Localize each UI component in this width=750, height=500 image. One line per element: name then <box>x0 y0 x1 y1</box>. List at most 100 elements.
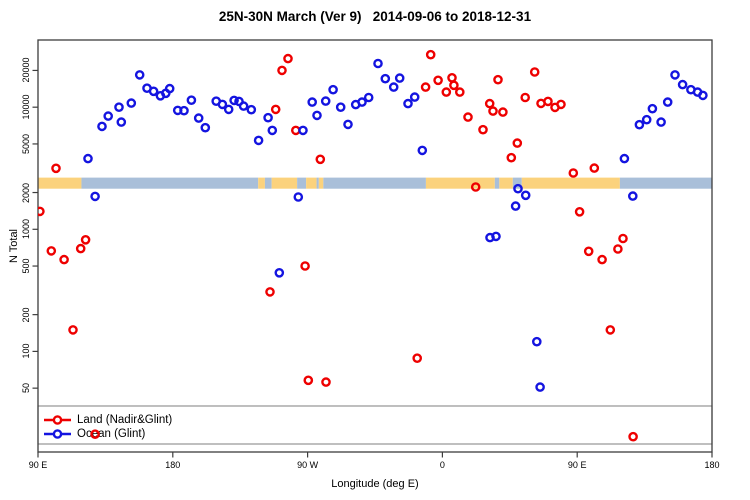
map-band-segment-land <box>499 177 513 189</box>
data-point <box>619 153 630 164</box>
data-point <box>613 244 623 254</box>
data-point <box>597 254 607 265</box>
data-point <box>484 98 495 109</box>
data-point <box>420 82 431 92</box>
data-point <box>75 243 86 254</box>
data-point <box>641 114 652 125</box>
data-point <box>373 58 383 69</box>
data-point <box>628 431 638 442</box>
legend-symbols <box>44 415 71 439</box>
data-point <box>179 105 189 116</box>
data-point <box>535 382 545 392</box>
data-point <box>493 74 503 85</box>
data-point <box>321 377 331 387</box>
data-point <box>394 73 405 83</box>
data-point <box>126 98 137 108</box>
map-band-segment-land <box>306 177 317 189</box>
map-band-segment-land <box>318 177 324 189</box>
data-point <box>529 67 540 77</box>
data-point <box>164 83 175 94</box>
data-point <box>380 73 391 84</box>
data-point <box>90 191 100 202</box>
legend-symbol-ocean-circle <box>52 429 63 439</box>
data-point <box>628 191 638 201</box>
map-band-segment-ocean <box>323 177 426 189</box>
data-point <box>363 92 374 103</box>
map-band-segment-ocean <box>619 177 712 189</box>
data-point <box>186 95 197 105</box>
data-point <box>478 124 488 135</box>
data-point <box>670 70 680 80</box>
x-tick-label: 90 E <box>567 460 587 470</box>
legend-symbol-land-circle <box>52 415 63 425</box>
data-point <box>425 49 436 60</box>
data-point <box>698 90 708 101</box>
x-axis-title: Longitude (deg E) <box>331 478 419 490</box>
data-point <box>589 163 600 173</box>
data-point <box>357 97 367 107</box>
data-point <box>283 53 293 64</box>
data-point <box>134 70 145 80</box>
data-point <box>343 119 353 130</box>
data-point <box>568 168 579 178</box>
data-point <box>488 106 498 116</box>
map-band-segment-ocean <box>316 177 319 189</box>
data-point <box>200 122 211 133</box>
data-point <box>116 117 127 127</box>
data-point <box>520 190 531 201</box>
data-point <box>388 82 399 92</box>
data-point <box>447 73 457 83</box>
data-point <box>253 135 264 146</box>
data-point <box>193 113 204 123</box>
data-point <box>656 117 666 127</box>
data-point <box>647 103 658 114</box>
data-point <box>403 98 413 109</box>
data-point <box>217 99 228 110</box>
data-point <box>267 125 278 136</box>
data-point <box>315 154 326 165</box>
data-point <box>229 95 239 106</box>
data-point <box>412 353 423 364</box>
data-point <box>97 121 107 132</box>
data-point <box>51 163 61 174</box>
data-point <box>506 152 517 163</box>
data-point <box>449 80 459 91</box>
data-point <box>335 102 346 112</box>
data-point <box>223 104 234 115</box>
data-points-land <box>38 49 638 442</box>
x-tick-label: 180 <box>165 460 181 470</box>
data-point <box>463 112 473 122</box>
x-tick-label: 180 <box>704 460 720 470</box>
data-point <box>246 104 257 115</box>
data-points-ocean <box>83 58 708 392</box>
data-point <box>303 375 314 386</box>
map-band-segment-land <box>258 177 265 189</box>
data-point <box>83 153 93 164</box>
data-point <box>59 254 69 265</box>
data-point <box>298 125 308 136</box>
data-point <box>498 107 508 117</box>
data-point <box>520 92 531 103</box>
map-band-segment-land <box>521 177 620 189</box>
data-point <box>512 138 523 148</box>
data-point <box>148 86 159 97</box>
axis-ticks <box>32 69 713 458</box>
data-point <box>409 92 420 102</box>
data-point <box>307 97 318 107</box>
data-point <box>312 110 322 121</box>
data-point <box>238 101 249 111</box>
data-point <box>103 111 113 121</box>
legend-box <box>37 405 713 445</box>
data-point <box>491 231 501 242</box>
data-point <box>662 97 673 107</box>
data-point <box>677 79 688 90</box>
data-point <box>510 201 521 211</box>
map-band-segment-ocean <box>512 177 522 189</box>
data-point <box>274 267 285 278</box>
data-point <box>270 104 281 115</box>
legend-label-land: Land (Nadir&Glint) <box>77 414 173 426</box>
data-point <box>454 87 465 97</box>
map-band-segment-ocean <box>297 177 307 189</box>
